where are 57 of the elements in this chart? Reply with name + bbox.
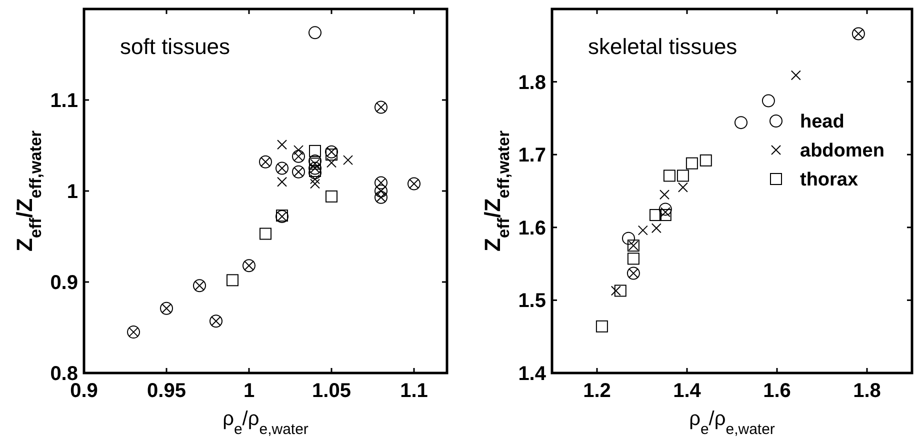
point <box>614 284 626 297</box>
legend-label: abdomen <box>800 140 884 162</box>
point <box>638 225 648 236</box>
point <box>658 202 672 216</box>
point <box>627 252 640 265</box>
point <box>596 320 608 332</box>
point <box>622 232 635 245</box>
y-tick-label: 1.7 <box>518 144 546 167</box>
x-tick-label: 1.1 <box>400 380 428 402</box>
point <box>700 154 712 166</box>
legend-label: thorax <box>800 170 858 191</box>
point <box>326 190 338 202</box>
x-axis-title: ρ$_{e}$/ρ$_{e,water}$ <box>222 408 308 437</box>
point <box>650 209 662 222</box>
point <box>309 144 321 157</box>
point <box>659 209 672 222</box>
point <box>326 158 336 168</box>
x-axis-title: ρ$_{e}$/ρ$_{e,water}$ <box>689 408 775 437</box>
x-tick-label: 1.05 <box>312 380 351 402</box>
y-tick-label: 1.5 <box>518 290 546 312</box>
x-tick-label: 1 <box>243 380 255 402</box>
legend-label: head <box>800 112 844 133</box>
point <box>343 155 353 166</box>
point <box>226 274 238 286</box>
x-tick-label: 1.8 <box>853 380 881 402</box>
text: skeletal tissues <box>588 34 738 59</box>
y-tick-label: 1.1 <box>50 90 78 112</box>
text: soft tissues <box>120 34 230 59</box>
x-tick-label: 1.4 <box>673 380 702 402</box>
point <box>734 116 748 130</box>
point <box>790 70 801 80</box>
y-tick-label: 1 <box>66 181 78 203</box>
point <box>663 170 676 182</box>
point <box>762 94 775 108</box>
point <box>676 170 689 182</box>
x-tick-label: 1.2 <box>583 380 611 402</box>
point <box>294 145 304 156</box>
point <box>678 182 688 192</box>
point <box>686 157 698 170</box>
point <box>651 223 662 234</box>
point <box>310 178 320 189</box>
point <box>660 207 670 218</box>
x-tick-label: 1.6 <box>763 380 791 402</box>
point <box>660 190 670 200</box>
y-tick-label: 1.4 <box>518 363 547 385</box>
point <box>277 140 287 150</box>
point <box>310 174 320 184</box>
point <box>260 228 272 240</box>
x-tick-label: 0.95 <box>147 380 186 402</box>
point <box>326 148 338 161</box>
point <box>308 26 322 40</box>
y-tick-label: 1.8 <box>518 72 546 94</box>
y-tick-label: 1.6 <box>518 217 546 240</box>
x-tick-label: 0.9 <box>70 380 98 402</box>
point <box>277 176 287 187</box>
y-tick-label: 0.9 <box>50 272 78 294</box>
point <box>610 286 621 296</box>
